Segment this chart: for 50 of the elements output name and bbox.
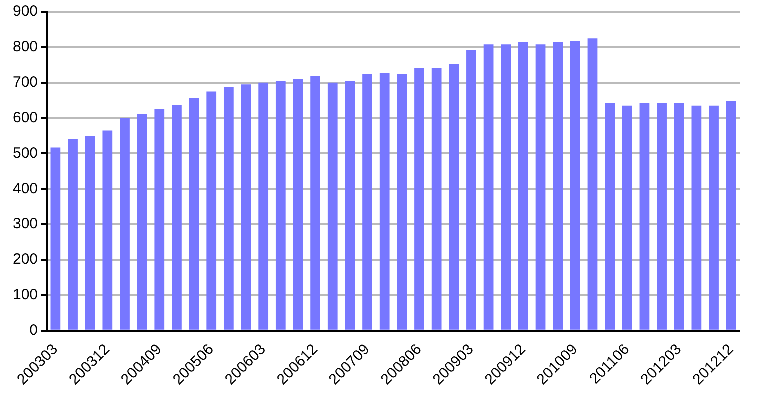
bar (293, 79, 304, 330)
y-tick-label: 600 (12, 109, 38, 126)
bar (172, 105, 182, 330)
y-tick-label: 700 (12, 74, 38, 92)
y-tick-label: 800 (12, 38, 38, 56)
y-tick-label: 0 (30, 322, 38, 340)
bar (50, 148, 61, 330)
y-tick-label: 100 (12, 286, 38, 304)
bar (432, 68, 442, 330)
bar (328, 82, 338, 330)
y-tick-label: 400 (12, 180, 38, 198)
bar (709, 106, 719, 330)
bar (120, 118, 130, 330)
bar (68, 140, 78, 330)
bar (640, 103, 650, 330)
y-tick-label: 200 (12, 251, 38, 268)
y-tick-label: 500 (12, 144, 38, 162)
bar (102, 130, 113, 330)
bar (449, 64, 460, 330)
bar (518, 42, 528, 330)
bar (466, 50, 476, 330)
bar (206, 92, 217, 330)
y-tick-label: 300 (12, 216, 38, 233)
bar (397, 74, 408, 330)
bar (484, 44, 494, 330)
bar (189, 98, 200, 330)
bar (570, 41, 580, 330)
bar (380, 72, 390, 330)
bar (605, 103, 616, 330)
bar (414, 68, 424, 330)
bar (154, 109, 165, 330)
y-tick-label: 900 (12, 3, 38, 20)
bar (85, 136, 96, 330)
bar (276, 81, 286, 330)
bar (726, 101, 736, 330)
bar (501, 44, 512, 330)
bar (224, 87, 234, 330)
bar (536, 44, 546, 330)
bar (258, 82, 269, 330)
bar (310, 76, 320, 330)
bar (674, 103, 684, 330)
bar (692, 106, 702, 330)
bar (588, 38, 598, 330)
bar (657, 103, 667, 330)
bar (241, 84, 252, 330)
bar (137, 114, 148, 330)
bar (362, 74, 372, 330)
bar (622, 106, 632, 330)
bar (345, 81, 356, 330)
bar (553, 42, 564, 330)
